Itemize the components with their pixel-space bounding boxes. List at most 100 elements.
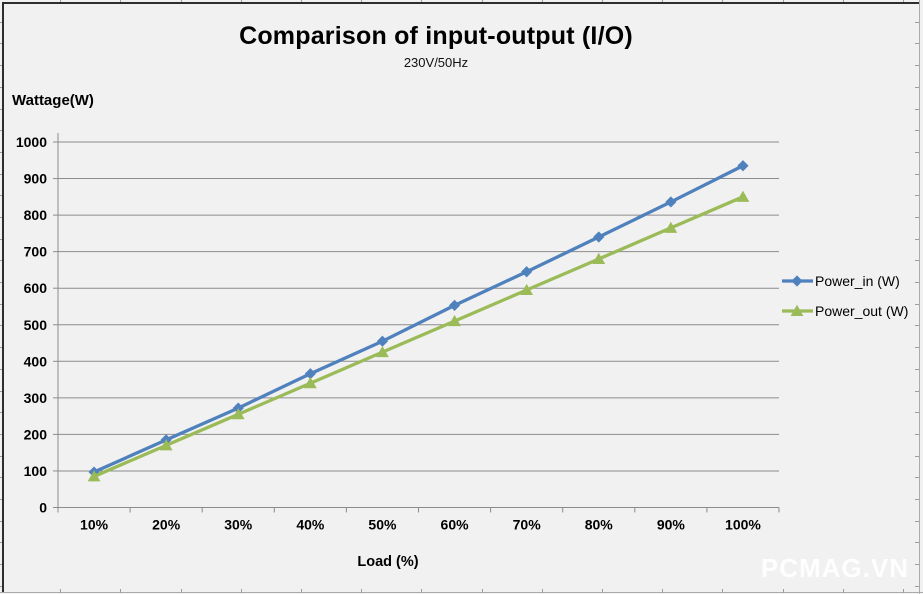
spreadsheet-tick [482, 0, 483, 2]
spreadsheet-tick [0, 477, 2, 478]
diamond-marker [376, 335, 389, 347]
spreadsheet-tick [0, 456, 2, 457]
spreadsheet-tick [915, 434, 919, 435]
spreadsheet-tick [915, 43, 919, 44]
spreadsheet-tick [602, 589, 603, 593]
x-tick-label: 90% [657, 517, 686, 533]
spreadsheet-tick [482, 589, 483, 593]
diamond-marker [304, 368, 316, 380]
spreadsheet-tick [0, 412, 2, 413]
spreadsheet-tick [915, 239, 919, 240]
spreadsheet-tick [0, 282, 2, 283]
legend-item-power-out: Power_out (W) [781, 296, 921, 326]
triangle-marker [592, 252, 606, 264]
spreadsheet-tick [783, 0, 784, 2]
diamond-marker [448, 299, 461, 311]
x-tick-label: 40% [296, 517, 325, 533]
spreadsheet-tick [0, 521, 2, 522]
diamond-marker [593, 231, 605, 243]
spreadsheet-tick [915, 195, 919, 196]
triangle-marker [87, 470, 101, 482]
spreadsheet-tick [301, 589, 302, 593]
triangle-marker [376, 345, 389, 358]
legend-item-power-in: Power_in (W) [781, 266, 921, 296]
spreadsheet-tick [542, 0, 543, 2]
spreadsheet-tick [0, 347, 2, 348]
y-tick-label: 300 [24, 390, 48, 406]
spreadsheet-tick [915, 564, 919, 565]
spreadsheet-tick [915, 65, 919, 66]
y-tick-label: 500 [24, 317, 48, 333]
spreadsheet-tick [602, 0, 603, 2]
spreadsheet-tick [915, 22, 919, 23]
spreadsheet-tick [915, 521, 919, 522]
chart-subtitle: 230V/50Hz [403, 55, 469, 70]
spreadsheet-tick [0, 434, 2, 435]
spreadsheet-tick [915, 586, 919, 587]
spreadsheet-tick [120, 0, 121, 2]
series-line-1 [92, 195, 745, 479]
spreadsheet-tick [421, 589, 422, 593]
spreadsheet-tick [301, 0, 302, 2]
spreadsheet-tick [915, 217, 919, 218]
x-tick-label: 100% [725, 517, 761, 533]
legend-label-power-in: Power_in (W) [815, 273, 900, 289]
spreadsheet-tick [241, 589, 242, 593]
spreadsheet-tick [915, 109, 919, 110]
triangle-marker [303, 377, 317, 389]
spreadsheet-tick [60, 0, 61, 2]
x-tick-label: 30% [224, 517, 253, 533]
y-tick-label: 600 [24, 280, 48, 296]
spreadsheet-tick [181, 589, 182, 593]
spreadsheet-column-line [919, 0, 920, 594]
spreadsheet-tick [722, 589, 723, 593]
watermark: PCMAG.VN [760, 553, 909, 583]
spreadsheet-tick [915, 304, 919, 305]
spreadsheet-tick [915, 412, 919, 413]
spreadsheet-tick [0, 217, 2, 218]
chart-title: Comparison of input-output (I/O) [239, 22, 633, 50]
diamond-marker [521, 266, 533, 278]
legend: Power_in (W) Power_out (W) [781, 266, 921, 326]
spreadsheet-tick [181, 0, 182, 2]
spreadsheet-tick [915, 87, 919, 88]
y-tick-label: 800 [24, 207, 48, 223]
spreadsheet-tick [241, 0, 242, 2]
spreadsheet-tick [903, 0, 904, 2]
spreadsheet-tick [662, 0, 663, 2]
spreadsheet-tick [783, 589, 784, 593]
spreadsheet-tick [0, 22, 2, 23]
spreadsheet-tick [903, 589, 904, 593]
spreadsheet-tick [0, 109, 2, 110]
spreadsheet-tick [0, 152, 2, 153]
triangle-marker [448, 314, 461, 327]
y-tick-label: 400 [24, 353, 48, 369]
x-tick-label: 60% [441, 517, 470, 533]
legend-sample-0 [782, 275, 813, 287]
y-tick-label: 200 [24, 426, 48, 442]
y-tick-label: 100 [24, 463, 48, 479]
spreadsheet-tick [0, 391, 2, 392]
spreadsheet-tick [0, 195, 2, 196]
spreadsheet-tick [915, 260, 919, 261]
spreadsheet-tick [0, 564, 2, 565]
spreadsheet-tick [542, 589, 543, 593]
y-tick-label: 0 [39, 500, 47, 516]
spreadsheet-tick [0, 65, 2, 66]
legend-label-power-out: Power_out (W) [815, 303, 909, 319]
spreadsheet-tick [0, 87, 2, 88]
spreadsheet-tick [0, 325, 2, 326]
spreadsheet-tick [60, 589, 61, 593]
x-axis-title: Load (%) [357, 554, 419, 570]
spreadsheet-tick [0, 239, 2, 240]
spreadsheet-tick [0, 304, 2, 305]
chart-border-left [2, 2, 4, 592]
spreadsheet-tick [120, 589, 121, 593]
spreadsheet-tick [843, 589, 844, 593]
spreadsheet-tick [915, 130, 919, 131]
spreadsheet-tick [0, 130, 2, 131]
spreadsheet-tick [662, 589, 663, 593]
chart-border-top [2, 2, 919, 4]
